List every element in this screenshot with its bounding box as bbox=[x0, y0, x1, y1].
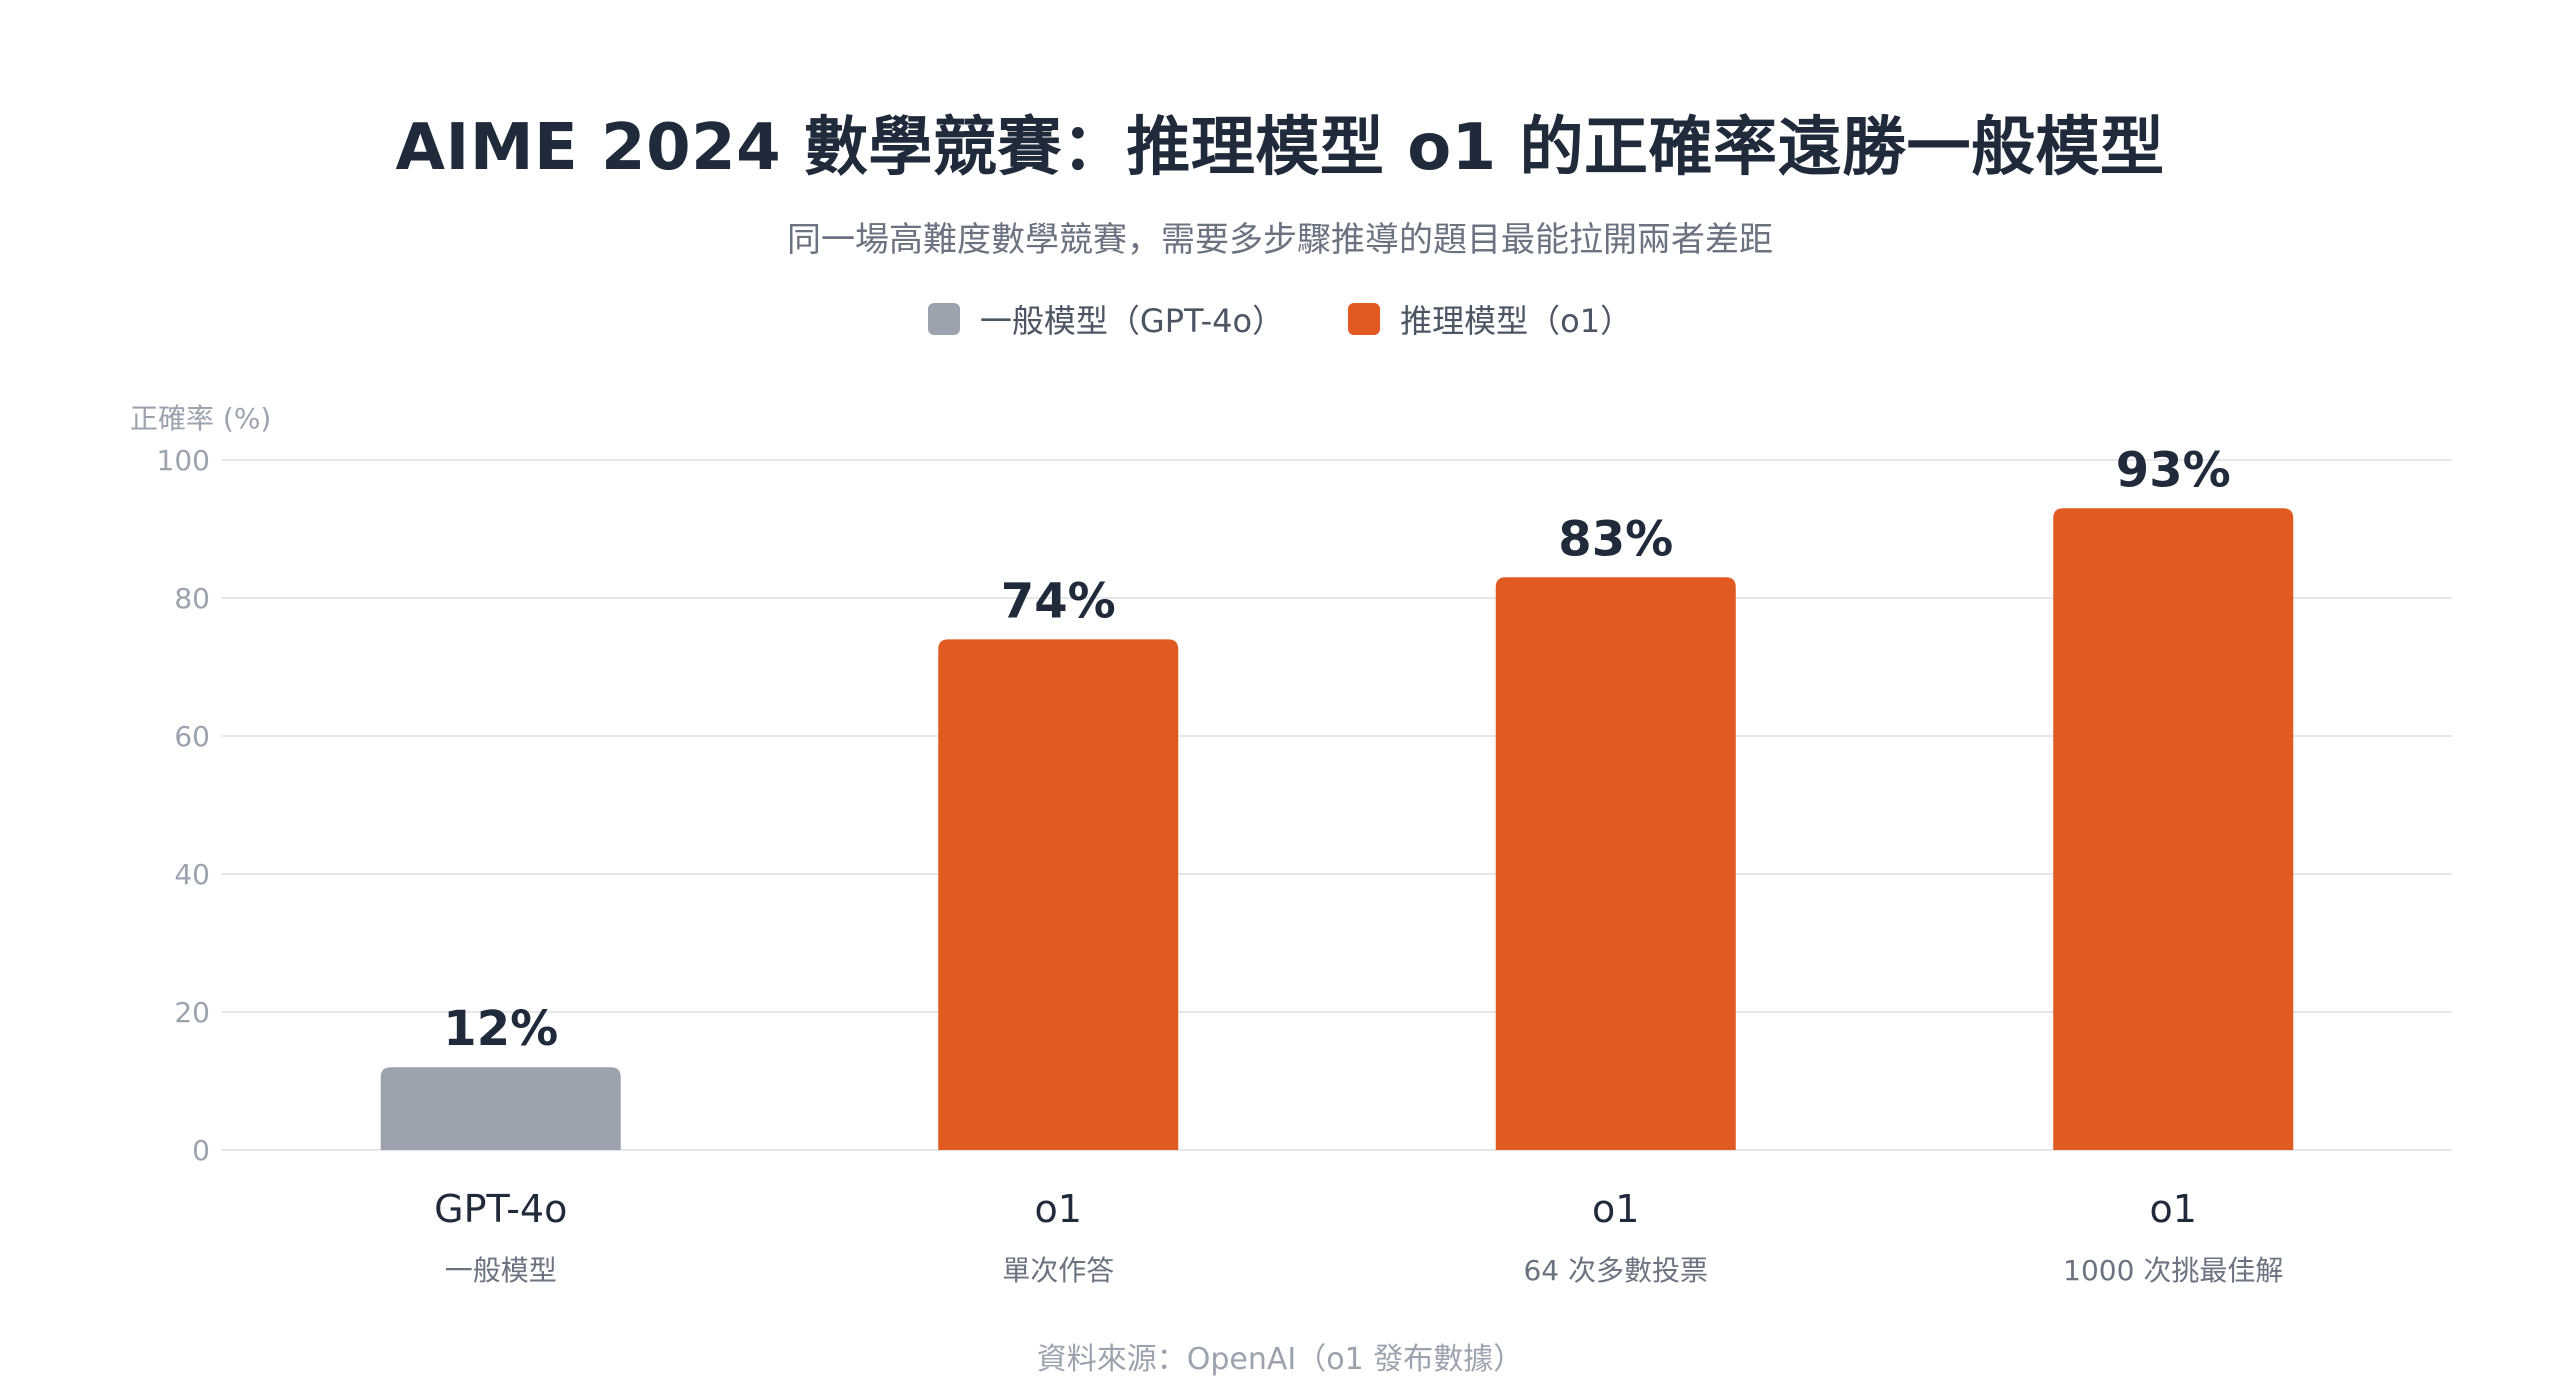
chart-subtitle: 同一場高難度數學競賽，需要多步驟推導的題目最能拉開兩者差距 bbox=[787, 220, 1773, 260]
bar bbox=[380, 1067, 621, 1150]
bar bbox=[1495, 577, 1736, 1150]
x-category-label: o1 bbox=[1035, 1187, 1082, 1231]
legend-item-reasoning: 推理模型（o1） bbox=[1348, 296, 1632, 342]
chart-legend: 一般模型（GPT-4o） 推理模型（o1） bbox=[0, 296, 2560, 342]
x-subcategory-label: 1000 次挑最佳解 bbox=[2063, 1254, 2283, 1287]
legend-swatch-general bbox=[927, 303, 960, 335]
y-tick-label: 0 bbox=[192, 1134, 210, 1167]
bar-value-label: 83% bbox=[1558, 511, 1673, 567]
y-tick-label: 80 bbox=[174, 582, 210, 615]
x-category-label: o1 bbox=[1592, 1187, 1639, 1231]
y-tick-label: 40 bbox=[174, 858, 210, 891]
legend-label-general: 一般模型（GPT-4o） bbox=[979, 302, 1285, 340]
x-subcategory-label: 一般模型 bbox=[445, 1254, 557, 1287]
legend-item-general: 一般模型（GPT-4o） bbox=[927, 296, 1285, 342]
bar bbox=[2053, 508, 2294, 1150]
bar bbox=[938, 639, 1179, 1150]
bar-value-label: 93% bbox=[2116, 442, 2231, 498]
chart-title: AIME 2024 數學競賽：推理模型 o1 的正確率遠勝一般模型 bbox=[395, 111, 2165, 185]
x-subcategory-label: 64 次多數投票 bbox=[1523, 1254, 1708, 1287]
chart-source: 資料來源：OpenAI（o1 發布數據） bbox=[1036, 1342, 1524, 1377]
y-tick-label: 100 bbox=[157, 444, 210, 477]
legend-swatch-reasoning bbox=[1348, 303, 1381, 335]
x-category-label: o1 bbox=[2150, 1187, 2197, 1231]
x-subcategory-label: 單次作答 bbox=[1002, 1254, 1114, 1287]
bar-value-label: 74% bbox=[1001, 573, 1116, 629]
y-axis-label: 正確率 (%) bbox=[130, 402, 271, 435]
legend-label-reasoning: 推理模型（o1） bbox=[1400, 302, 1633, 340]
x-category-label: GPT-4o bbox=[434, 1187, 567, 1231]
bar-value-label: 12% bbox=[443, 1001, 558, 1057]
y-tick-label: 60 bbox=[174, 720, 210, 753]
y-tick-label: 20 bbox=[174, 996, 210, 1029]
